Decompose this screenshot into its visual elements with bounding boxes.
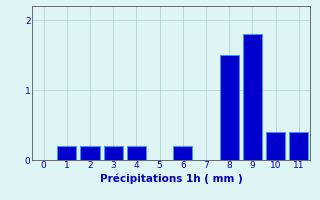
Bar [173, 146, 192, 160]
X-axis label: Précipitations 1h ( mm ): Précipitations 1h ( mm ) [100, 173, 243, 184]
Bar [81, 146, 100, 160]
Bar [289, 132, 308, 160]
Bar [243, 34, 262, 160]
Bar [127, 146, 146, 160]
Bar [220, 55, 239, 160]
Bar [266, 132, 285, 160]
Bar [104, 146, 123, 160]
Bar [57, 146, 76, 160]
